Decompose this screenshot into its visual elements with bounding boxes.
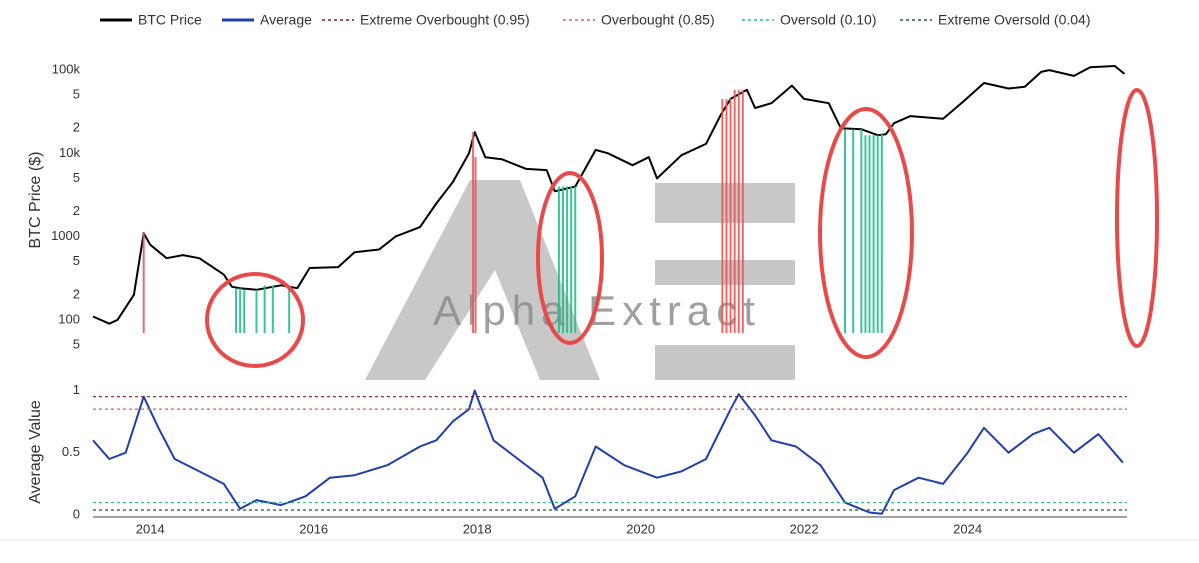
logo-a bbox=[365, 180, 600, 380]
logo-e-mid bbox=[655, 260, 795, 285]
y-tick-label: 100 bbox=[58, 311, 80, 326]
legend-label: Extreme Overbought (0.95) bbox=[360, 12, 530, 28]
legend-label: Oversold (0.10) bbox=[780, 12, 876, 28]
legend-label: BTC Price bbox=[138, 12, 202, 28]
y-tick-label: 5 bbox=[73, 87, 80, 102]
highlight-circle bbox=[818, 107, 914, 359]
y2-tick-label: 0.5 bbox=[62, 444, 80, 459]
highlight-circles bbox=[205, 88, 1159, 368]
x-tick-label: 2014 bbox=[136, 521, 165, 536]
price-line bbox=[92, 65, 1126, 325]
legend-label: Average bbox=[260, 12, 312, 28]
x-tick-label: 2022 bbox=[790, 521, 819, 536]
legend-label: Overbought (0.85) bbox=[601, 12, 715, 28]
highlight-circle bbox=[536, 171, 604, 345]
y-tick-label: 5 bbox=[73, 253, 80, 268]
x-tick-label: 2024 bbox=[953, 521, 982, 536]
average-line bbox=[92, 389, 1124, 515]
logo-e-top bbox=[655, 183, 795, 223]
y-tick-label: 10k bbox=[59, 145, 80, 160]
y-tick-label: 5 bbox=[73, 336, 80, 351]
x-tick-label: 2016 bbox=[299, 521, 328, 536]
legend-label: Extreme Oversold (0.04) bbox=[938, 12, 1091, 28]
highlight-circle bbox=[1115, 88, 1159, 348]
y2-axis-title: Average Value bbox=[27, 400, 44, 504]
y-tick-label: 2 bbox=[73, 120, 80, 135]
x-tick-label: 2020 bbox=[626, 521, 655, 536]
highlight-circle bbox=[205, 272, 305, 368]
y-tick-label: 1000 bbox=[51, 228, 80, 243]
x-tick-label: 2018 bbox=[463, 521, 492, 536]
watermark-logo bbox=[365, 180, 795, 380]
y-tick-label: 2 bbox=[73, 286, 80, 301]
logo-e-bottom bbox=[655, 345, 795, 380]
y2-tick-label: 1 bbox=[73, 382, 80, 397]
y-tick-label: 5 bbox=[73, 170, 80, 185]
plot: 100k 5 2 10k 5 2 1000 5 2 100 5 0 0.5 1 2014 2016 2018 20… bbox=[51, 12, 1127, 536]
y-tick-label: 2 bbox=[73, 203, 80, 218]
y2-tick-label: 0 bbox=[73, 506, 80, 521]
y-tick-label: 100k bbox=[52, 62, 81, 77]
y-axis-title: BTC Price ($) bbox=[27, 152, 44, 249]
